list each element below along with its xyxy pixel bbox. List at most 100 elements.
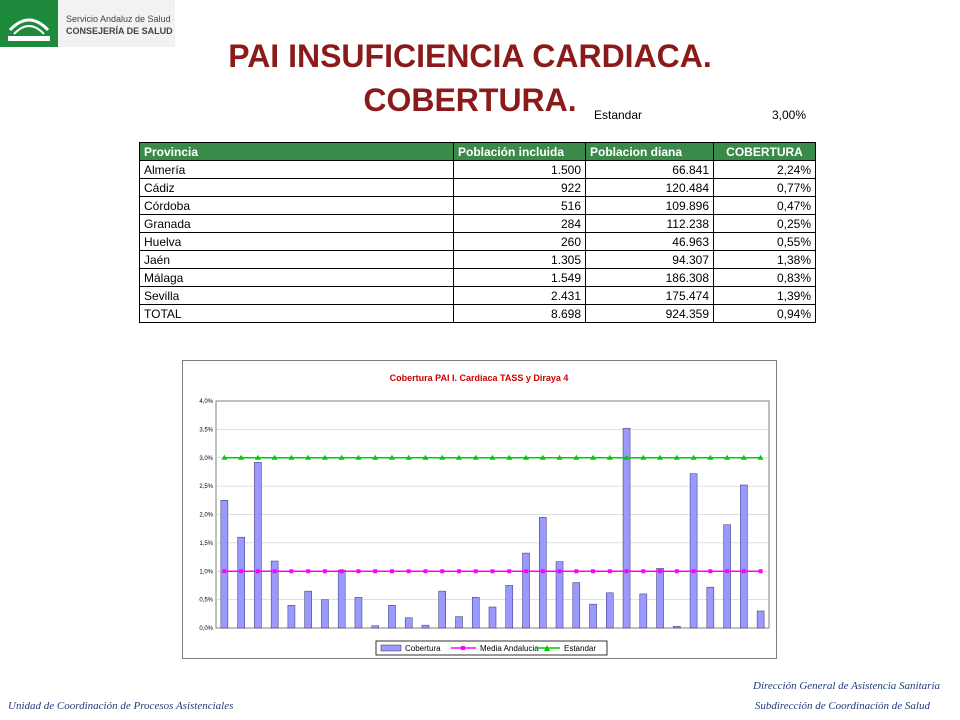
bar-cobertura xyxy=(522,552,530,629)
cell-poblacion-diana: 66.841 xyxy=(585,160,714,179)
bar-cobertura xyxy=(706,586,715,629)
marker-estandar xyxy=(707,454,714,460)
marker-media-andalucia xyxy=(524,569,529,574)
bar-cobertura xyxy=(321,599,329,629)
marker-media-andalucia xyxy=(423,569,428,574)
bar-cobertura xyxy=(606,592,614,629)
marker-media-andalucia xyxy=(356,569,361,574)
bar-cobertura xyxy=(455,616,463,629)
cell-poblacion-diana: 46.963 xyxy=(585,232,714,251)
marker-estandar xyxy=(724,454,731,460)
marker-estandar xyxy=(305,454,312,460)
marker-media-andalucia xyxy=(289,569,294,574)
legend-box xyxy=(375,640,608,656)
standard-value: 3,00% xyxy=(771,108,806,122)
cell-cobertura: 0,94% xyxy=(713,304,816,323)
marker-estandar xyxy=(472,454,479,460)
marker-media-andalucia xyxy=(591,569,596,574)
marker-media-andalucia xyxy=(406,569,411,574)
marker-estandar xyxy=(740,454,747,460)
legend-marker-media xyxy=(461,646,465,650)
marker-media-andalucia xyxy=(490,569,495,574)
marker-media-andalucia xyxy=(222,569,227,574)
cell-poblacion-incluida: 922 xyxy=(453,178,586,197)
cell-provincia: Huelva xyxy=(139,232,454,251)
marker-media-andalucia xyxy=(456,569,461,574)
table-header-row: Provincia Población incluida Poblacion d… xyxy=(139,142,816,161)
marker-media-andalucia xyxy=(272,569,277,574)
bar-cobertura xyxy=(740,484,748,629)
marker-estandar xyxy=(405,454,412,460)
marker-media-andalucia xyxy=(239,569,244,574)
cell-poblacion-incluida: 284 xyxy=(453,214,586,233)
y-tick-label: 0,5% xyxy=(199,598,213,604)
bar-cobertura xyxy=(388,605,396,629)
marker-media-andalucia xyxy=(339,569,344,574)
bar-cobertura xyxy=(237,536,245,629)
marker-estandar xyxy=(556,454,563,460)
marker-estandar xyxy=(254,454,261,460)
bar-cobertura xyxy=(488,606,497,629)
bar-cobertura xyxy=(371,625,379,629)
cell-provincia: Jaén xyxy=(139,250,454,269)
cell-poblacion-incluida: 8.698 xyxy=(453,304,586,323)
cell-provincia: Córdoba xyxy=(139,196,454,215)
bar-cobertura xyxy=(270,560,279,629)
marker-media-andalucia xyxy=(741,569,746,574)
cell-poblacion-incluida: 1.549 xyxy=(453,268,586,287)
y-tick-label: 1,5% xyxy=(199,541,213,547)
bar-cobertura xyxy=(404,617,413,629)
marker-media-andalucia xyxy=(624,569,629,574)
page-title: PAI INSUFICIENCIA CARDIACA. COBERTURA. xyxy=(160,34,780,122)
bar-cobertura xyxy=(622,427,631,629)
marker-estandar xyxy=(338,454,345,460)
bar-cobertura xyxy=(505,585,514,629)
table-row: Jaén 1.305 94.307 1,38% xyxy=(139,250,816,269)
legend-marker-estandar xyxy=(544,645,550,651)
cell-provincia: Sevilla xyxy=(139,286,454,305)
table-row: Sevilla 2.431 175.474 1,39% xyxy=(139,286,816,305)
marker-estandar xyxy=(271,454,278,460)
cell-poblacion-incluida: 1.305 xyxy=(453,250,586,269)
y-tick-label: 3,0% xyxy=(199,456,213,462)
cell-poblacion-incluida: 1.500 xyxy=(453,160,586,179)
junta-andalucia-emblem xyxy=(0,0,58,47)
marker-media-andalucia xyxy=(658,569,663,574)
marker-media-andalucia xyxy=(708,569,713,574)
bar-cobertura xyxy=(438,590,446,629)
legend-label-cobertura: Cobertura xyxy=(405,644,441,653)
title-line-2: COBERTURA. xyxy=(363,82,577,118)
marker-media-andalucia xyxy=(758,569,763,574)
legend-swatch-cobertura xyxy=(380,644,402,652)
cell-cobertura: 1,38% xyxy=(713,250,816,269)
bar-cobertura xyxy=(337,569,346,629)
cell-cobertura: 0,83% xyxy=(713,268,816,287)
marker-estandar xyxy=(690,454,697,460)
marker-estandar xyxy=(640,454,647,460)
emblem-icon xyxy=(8,18,50,41)
y-tick-label: 2,0% xyxy=(199,513,213,519)
marker-estandar xyxy=(523,454,530,460)
footer-subdirection: Subdirección de Coordinación de Salud xyxy=(754,700,930,712)
cell-poblacion-incluida: 2.431 xyxy=(453,286,586,305)
coverage-chart: Cobertura PAI I. Cardiaca TASS y Diraya … xyxy=(182,360,777,659)
marker-media-andalucia xyxy=(607,569,612,574)
bar-cobertura xyxy=(723,524,731,629)
title-line-1: PAI INSUFICIENCIA CARDIACA. xyxy=(228,38,712,74)
cell-provincia: Cádiz xyxy=(139,178,454,197)
marker-media-andalucia xyxy=(574,569,579,574)
marker-media-andalucia xyxy=(540,569,545,574)
logo-service-name: Servicio Andaluz de Salud xyxy=(66,14,171,24)
cell-poblacion-incluida: 516 xyxy=(453,196,586,215)
marker-media-andalucia xyxy=(725,569,730,574)
marker-estandar xyxy=(623,454,630,460)
cell-poblacion-diana: 109.896 xyxy=(585,196,714,215)
bar-cobertura xyxy=(656,568,664,629)
marker-media-andalucia xyxy=(373,569,378,574)
bar-series xyxy=(220,427,765,629)
bar-cobertura xyxy=(589,603,597,629)
legend-label-estandar: Estandar xyxy=(564,644,596,653)
header-poblacion-incluida: Población incluida xyxy=(453,142,586,161)
cell-cobertura: 1,39% xyxy=(713,286,816,305)
bar-cobertura xyxy=(354,597,363,629)
